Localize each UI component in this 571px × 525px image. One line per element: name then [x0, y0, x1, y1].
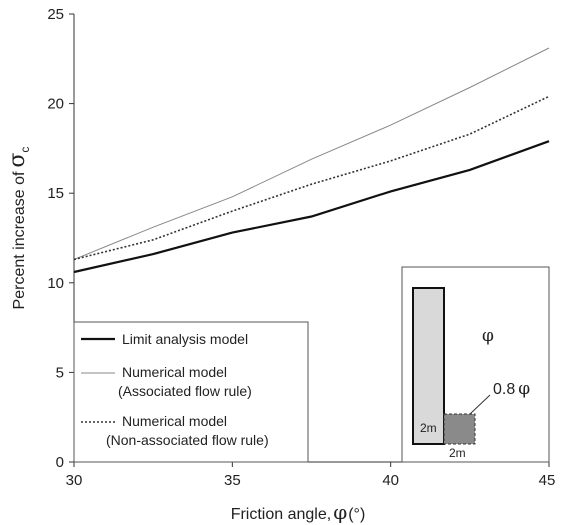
inset-diagram: φ 0.8 φ 2m 2m	[401, 266, 550, 463]
y-tick-label: 5	[56, 364, 64, 381]
legend-label-associated-line2: (Associated flow rule)	[118, 383, 252, 399]
inset-interface-factor: 0.8	[493, 381, 515, 398]
legend: Limit analysis model Numerical model (As…	[73, 321, 309, 463]
x-axis-title-symbol: φ	[333, 500, 347, 524]
legend-label-associated: Numerical model	[122, 364, 227, 380]
inset-interface-zone	[443, 413, 476, 445]
legend-label-non-associated-line2: (Non-associated flow rule)	[106, 432, 269, 448]
x-axis-title-text: Friction angle,	[231, 506, 332, 523]
y-tick-label: 0	[56, 454, 64, 471]
legend-label-limit-analysis: Limit analysis model	[122, 331, 248, 347]
inset-interface-phi: φ	[518, 379, 530, 399]
series-line-associated	[73, 47, 550, 260]
series-layer	[73, 47, 550, 274]
x-axis-title-unit: (°)	[348, 506, 365, 523]
x-tick-label: 45	[539, 472, 556, 489]
y-tick-label: 10	[47, 275, 64, 292]
inset-leader-line	[469, 394, 491, 415]
x-tick-label: 30	[66, 472, 83, 489]
series-line-limit-analysis	[73, 140, 550, 274]
y-tick-label: 15	[47, 185, 64, 202]
y-axis-title-text: Percent increase of	[11, 171, 28, 309]
x-tick-label: 40	[382, 472, 399, 489]
inset-wall-height-label: 2m	[420, 421, 437, 435]
y-tick-label: 20	[47, 96, 64, 113]
x-axis-title: Friction angle, φ(°)	[231, 500, 366, 524]
y-axis-title: Percent increase of σc	[5, 147, 32, 310]
x-tick-label: 35	[224, 472, 241, 489]
inset-interface-label: 0.8 φ	[493, 379, 530, 399]
y-axis-title-symbol: σ	[5, 153, 30, 168]
y-axis-title-subscript: c	[18, 147, 32, 153]
legend-label-non-associated: Numerical model	[122, 413, 227, 429]
legend-box	[73, 321, 309, 463]
inset-zone-width-label: 2m	[449, 446, 466, 460]
inset-soil-phi: φ	[482, 326, 494, 346]
series-line-non-associated	[73, 95, 550, 261]
inset-wall	[412, 287, 445, 445]
y-tick-label: 25	[47, 6, 64, 23]
